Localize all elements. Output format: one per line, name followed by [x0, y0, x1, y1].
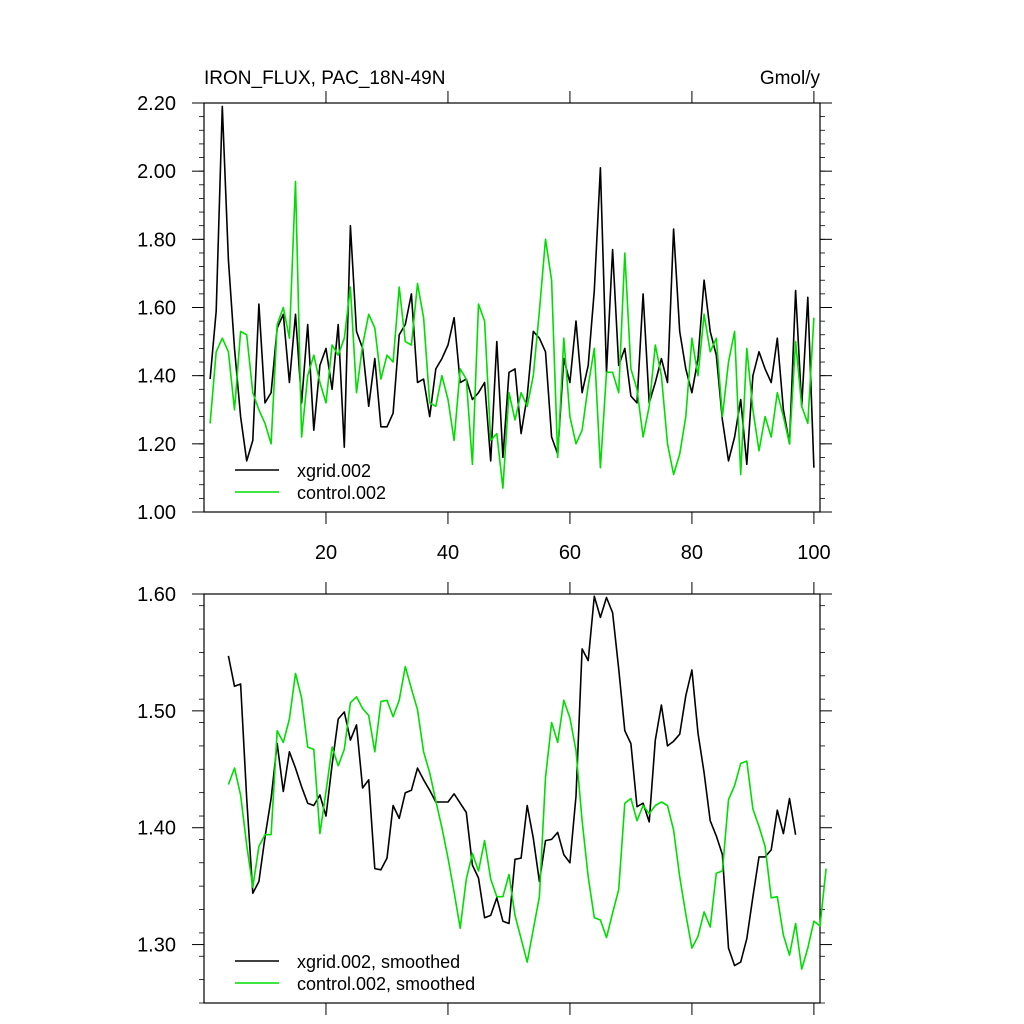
bottom-panel: 1.30 1.40 1.50 1.60 xgrid.002, smoothedcont…	[137, 582, 832, 1015]
y-tick-label: 2.20	[137, 93, 176, 115]
series-line-0	[227, 595, 797, 967]
chart-title: IRON_FLUX, PAC_18N-49N	[204, 68, 445, 89]
y-tick-label: 2.00	[137, 161, 176, 183]
series-line-1	[209, 180, 815, 489]
series-group	[209, 105, 815, 489]
legend-label: control.002, smoothed	[297, 974, 475, 994]
legend-label: control.002	[297, 483, 386, 503]
series-group	[227, 595, 827, 970]
y-tick-label: 1.40	[137, 366, 176, 388]
y-tick-label: 1.80	[137, 229, 176, 251]
axis-ticks: 1.00 1.20 1.40 1.60 1.80 2.00 2.20 20 40 60 80 100	[137, 91, 832, 564]
y-tick-label: 1.30	[137, 935, 176, 957]
units-label: Gmol/y	[760, 68, 821, 89]
y-tick-label: 1.00	[137, 502, 176, 524]
y-tick-label: 1.20	[137, 434, 176, 456]
y-tick-label: 1.60	[137, 584, 176, 606]
x-tick-label: 40	[437, 542, 459, 564]
x-tick-label: 100	[797, 542, 830, 564]
y-tick-label: 1.40	[137, 818, 176, 840]
legend-label: xgrid.002, smoothed	[297, 952, 460, 972]
series-line-1	[227, 665, 827, 970]
y-tick-label: 1.50	[137, 701, 176, 723]
y-tick-label: 1.60	[137, 298, 176, 320]
plot-frame	[203, 593, 821, 1004]
top-panel: IRON_FLUX, PAC_18N-49N Gmol/y 1.001.201.…	[137, 68, 832, 564]
x-tick-label: 60	[559, 542, 581, 564]
axis-ticks: 1.30 1.40 1.50 1.60	[137, 582, 832, 1015]
x-tick-label: 20	[315, 542, 337, 564]
x-tick-label: 80	[681, 542, 703, 564]
legend-label: xgrid.002	[297, 461, 371, 481]
